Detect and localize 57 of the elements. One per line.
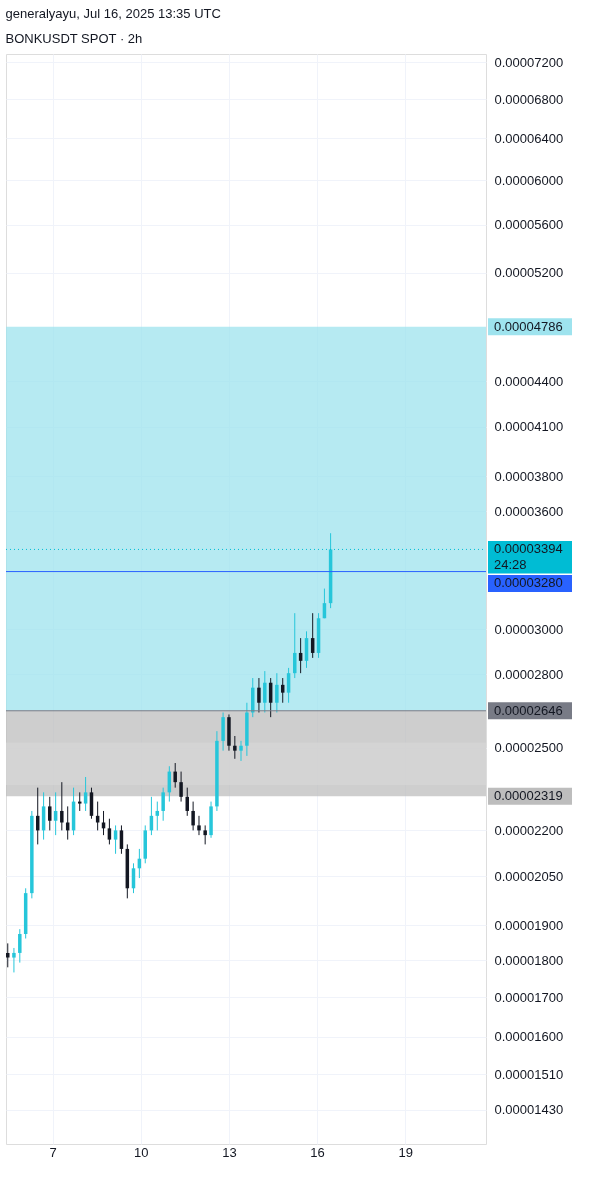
- candlestick: [293, 612, 297, 679]
- band-label: 0.00002319: [494, 788, 563, 804]
- candlestick: [185, 787, 189, 817]
- x-tick-label: 19: [398, 1144, 413, 1160]
- y-tick-label: 0.00002200: [494, 822, 564, 838]
- x-tick-label: 10: [134, 1144, 149, 1160]
- candlestick: [233, 735, 237, 760]
- y-tick-label: 0.00003000: [494, 621, 564, 637]
- y-tick-label: 0.00001600: [494, 1029, 564, 1045]
- ref-line-label: 0.00003280: [494, 575, 563, 591]
- x-tick-label: 7: [49, 1144, 57, 1160]
- candlestick: [83, 776, 88, 812]
- y-tick-label: 0.00003800: [494, 468, 564, 484]
- y-tick-label: 0.00005600: [494, 217, 564, 233]
- candlestick: [275, 672, 279, 713]
- candlestick: [6, 942, 10, 968]
- candlestick: [60, 781, 64, 831]
- candlestick: [161, 787, 165, 822]
- y-tick-label: 0.00004100: [494, 419, 564, 435]
- y-tick-label: 0.00006000: [494, 172, 564, 188]
- candlestick: [203, 824, 207, 845]
- candlestick: [101, 810, 106, 836]
- band-label: 0.00004786: [494, 318, 563, 334]
- ref-line-label: 0.00003394: [494, 541, 563, 557]
- ref-line-label: 0.00002646: [494, 702, 563, 718]
- candlestick: [48, 796, 52, 831]
- candlestick: [263, 670, 267, 713]
- x-tick-label: 16: [310, 1144, 325, 1160]
- y-tick-label: 0.00007200: [494, 54, 564, 70]
- chart-subtitle: BONKUSDT SPOT · 2h: [5, 31, 143, 46]
- candlestick: [107, 818, 112, 845]
- y-tick-label: 0.00001900: [494, 917, 564, 933]
- y-tick-label: 0.00001700: [494, 989, 564, 1005]
- candlestick: [221, 711, 225, 752]
- y-tick-label: 0.00005200: [494, 265, 564, 281]
- candlestick: [113, 824, 118, 855]
- y-tick-label: 0.00001800: [494, 952, 564, 968]
- candlestick: [257, 677, 261, 713]
- y-tick-label: 0.00003600: [494, 503, 564, 519]
- y-tick-label: 0.00004400: [494, 373, 564, 389]
- candlestick: [18, 928, 22, 964]
- candlestick: [173, 762, 177, 789]
- x-tick-label: 13: [222, 1144, 237, 1160]
- y-tick-label: 0.00001430: [494, 1102, 564, 1118]
- candlestick: [179, 771, 183, 803]
- candlestick: [197, 815, 201, 836]
- candlestick: [239, 740, 243, 762]
- y-tick-label: 0.00002500: [494, 740, 564, 756]
- y-tick-label: 0.00006800: [494, 91, 564, 107]
- y-tick-label: 0.00002800: [494, 666, 564, 682]
- y-tick-label: 0.00006400: [494, 130, 564, 146]
- candlestick: [12, 947, 16, 973]
- y-tick-label: 0.00002050: [494, 868, 564, 884]
- y-tick-label: 0.00001510: [494, 1066, 564, 1082]
- text: 24:28: [494, 557, 527, 573]
- chart-title: generalyayu, Jul 16, 2025 13:35 UTC: [5, 6, 221, 21]
- candlestick: [191, 801, 195, 831]
